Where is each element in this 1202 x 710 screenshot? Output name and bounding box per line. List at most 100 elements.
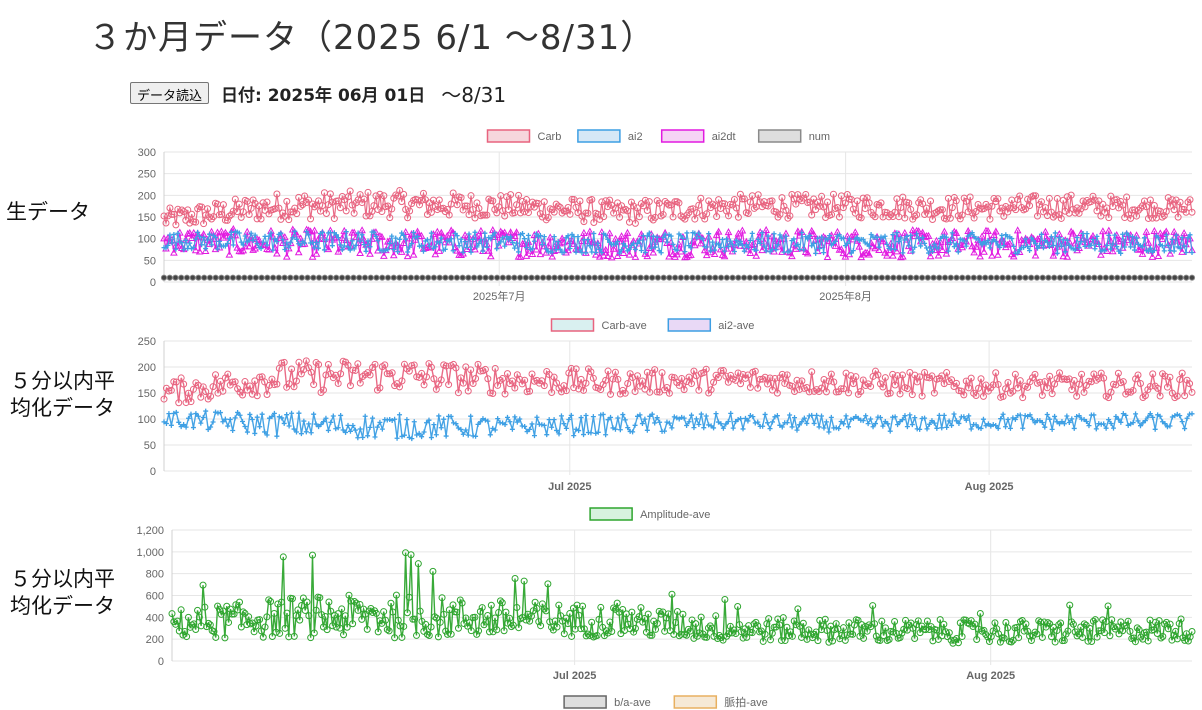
- data-point: [823, 626, 831, 634]
- data-point: [912, 244, 918, 250]
- data-point: [336, 624, 344, 632]
- data-point: [402, 206, 410, 214]
- data-point: [1166, 249, 1175, 257]
- data-point: [231, 231, 240, 239]
- data-point: [294, 606, 302, 614]
- data-point: [952, 197, 960, 205]
- data-point: [416, 201, 424, 209]
- data-point: [649, 248, 658, 256]
- data-point: [973, 636, 981, 644]
- data-point: [723, 274, 730, 281]
- chart2-legend-label-0: Carb-ave: [602, 320, 647, 332]
- data-point: [799, 230, 805, 236]
- data-point: [681, 215, 689, 223]
- chart3-bottom-legend-swatch-0: [563, 695, 607, 709]
- data-point: [507, 623, 515, 631]
- data-point: [871, 244, 879, 252]
- data-point: [419, 434, 425, 440]
- data-point: [404, 417, 410, 423]
- data-point: [746, 383, 754, 391]
- data-point: [948, 204, 956, 212]
- data-point: [953, 274, 960, 281]
- data-point: [609, 375, 617, 383]
- data-point: [1063, 193, 1071, 201]
- data-point: [1056, 235, 1062, 241]
- data-point: [969, 230, 975, 236]
- data-point: [709, 200, 717, 208]
- data-point: [315, 245, 321, 251]
- data-point: [1033, 274, 1041, 281]
- load-data-button[interactable]: データ読込: [130, 82, 210, 104]
- data-point: [695, 201, 703, 209]
- data-point: [643, 274, 650, 281]
- data-point: [923, 617, 931, 625]
- data-point: [762, 225, 770, 233]
- data-point: [969, 622, 977, 630]
- data-point: [1107, 388, 1115, 396]
- data-point: [1052, 413, 1058, 419]
- data-point: [653, 619, 661, 627]
- data-point: [644, 610, 652, 618]
- data-point: [274, 600, 282, 608]
- data-point: [599, 250, 605, 256]
- data-point: [792, 415, 798, 421]
- data-point: [793, 227, 802, 235]
- data-point: [1112, 232, 1118, 238]
- data-point: [225, 618, 233, 626]
- data-point: [465, 432, 471, 438]
- data-point: [657, 419, 663, 425]
- data-point: [1152, 618, 1160, 626]
- data-point: [186, 415, 192, 421]
- data-point: [445, 381, 453, 389]
- data-point: [327, 607, 335, 615]
- data-point: [326, 190, 334, 198]
- data-point: [712, 247, 718, 253]
- data-point: [528, 249, 537, 257]
- data-point: [974, 200, 982, 208]
- data-point: [1038, 231, 1044, 237]
- data-point: [290, 383, 298, 391]
- data-point: [575, 234, 581, 240]
- data-point: [254, 241, 260, 247]
- data-point: [828, 414, 834, 420]
- data-point: [439, 204, 447, 212]
- data-point: [1133, 411, 1139, 417]
- data-point: [229, 207, 237, 215]
- data-point: [734, 213, 742, 221]
- data-point: [1096, 421, 1102, 427]
- data-point: [966, 193, 974, 201]
- data-point: [427, 623, 435, 631]
- data-point: [890, 232, 896, 238]
- data-point: [361, 274, 369, 281]
- data-point: [334, 379, 342, 387]
- data-point: [459, 206, 467, 214]
- data-point: [963, 243, 969, 249]
- data-point: [351, 366, 359, 374]
- data-point: [1147, 411, 1153, 417]
- data-point: [822, 388, 830, 396]
- data-point: [183, 229, 192, 237]
- data-point: [1097, 212, 1105, 220]
- data-point: [444, 630, 452, 638]
- data-point: [697, 194, 705, 202]
- data-point: [628, 608, 636, 616]
- data-point: [1061, 207, 1069, 215]
- data-point: [378, 232, 386, 240]
- data-point: [1124, 617, 1132, 625]
- data-point: [1178, 369, 1186, 377]
- data-point: [631, 219, 639, 227]
- data-point: [464, 244, 470, 250]
- data-point: [857, 388, 865, 396]
- data-point: [904, 424, 910, 430]
- data-point: [510, 239, 516, 245]
- data-point: [287, 274, 294, 281]
- data-point: [577, 247, 583, 253]
- data-point: [401, 432, 407, 438]
- data-point: [166, 411, 172, 417]
- data-point: [1077, 205, 1085, 213]
- data-point: [1010, 274, 1018, 281]
- data-point: [1152, 426, 1158, 432]
- data-point: [688, 616, 696, 624]
- data-point: [627, 198, 635, 206]
- data-point: [350, 228, 358, 236]
